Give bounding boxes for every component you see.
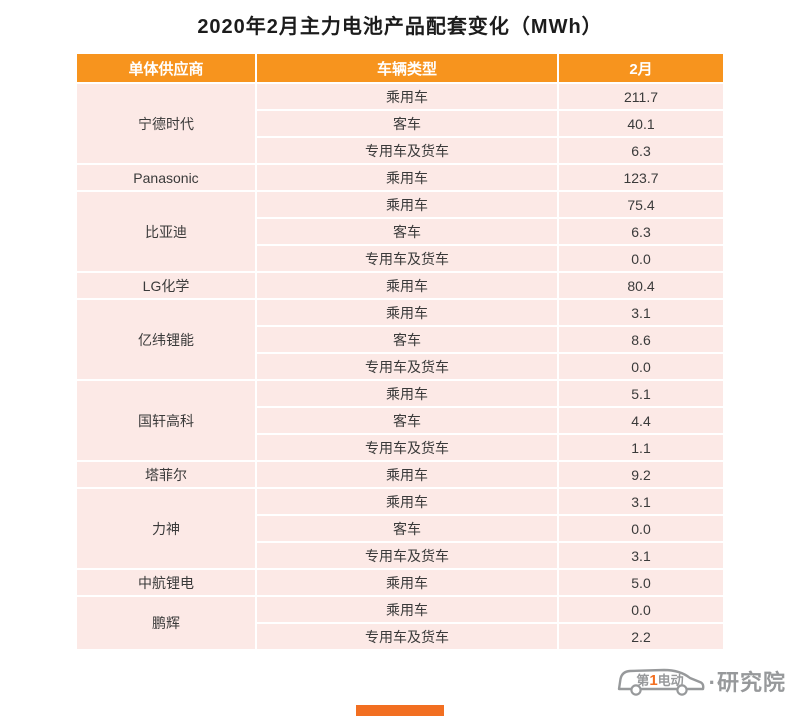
- vehicle-type: 乘用车: [255, 82, 559, 111]
- table-row: 客车 4.4: [76, 406, 725, 435]
- logo-text: 第1电动: [636, 672, 683, 689]
- page-indicator-bar: [356, 705, 444, 716]
- feb-value: 6.3: [557, 217, 725, 246]
- feb-value: 3.1: [557, 487, 725, 516]
- column-header-february: 2月: [557, 52, 725, 84]
- feb-value: 5.0: [557, 568, 725, 597]
- table-row: 专用车及货车 6.3: [76, 136, 725, 165]
- vehicle-type: 乘用车: [255, 379, 559, 408]
- table-row: 专用车及货车 0.0: [76, 244, 725, 273]
- supplier-name: 中航锂电: [75, 568, 257, 597]
- table-row: 亿纬锂能 乘用车 3.1: [75, 298, 725, 381]
- table-row: 专用车及货车 1.1: [76, 433, 725, 462]
- vehicle-type: 乘用车: [255, 487, 559, 516]
- feb-value: 5.1: [557, 379, 725, 408]
- table-row: 客车 40.1: [76, 109, 725, 138]
- feb-value: 6.3: [557, 136, 725, 165]
- watermark: 第1电动 ·研究院: [613, 660, 786, 698]
- table-row: 客车 6.3: [76, 217, 725, 246]
- battery-table: 单体供应商 车辆类型 2月 宁德时代 乘用车 211.7 客车 40.1 专用车及货车 6.…: [75, 52, 725, 651]
- table-row: 客车 8.6: [76, 325, 725, 354]
- feb-value: 0.0: [557, 244, 725, 273]
- table-header: 单体供应商 车辆类型 2月: [75, 52, 725, 84]
- feb-value: 211.7: [557, 82, 725, 111]
- vehicle-type: 专用车及货车: [255, 136, 559, 165]
- table-row: 客车 0.0: [76, 514, 725, 543]
- vehicle-type: 客车: [255, 514, 559, 543]
- supplier-name: 鹏辉: [75, 595, 257, 651]
- feb-value: 0.0: [557, 595, 725, 624]
- vehicle-type: 乘用车: [255, 568, 559, 597]
- supplier-name: 宁德时代: [75, 82, 257, 165]
- feb-value: 123.7: [557, 163, 725, 192]
- vehicle-type: 乘用车: [255, 271, 559, 300]
- feb-value: 3.1: [557, 541, 725, 570]
- supplier-name: LG化学: [75, 271, 257, 300]
- column-header-vehicle-type: 车辆类型: [255, 52, 559, 84]
- feb-value: 80.4: [557, 271, 725, 300]
- vehicle-type: 专用车及货车: [255, 433, 559, 462]
- feb-value: 40.1: [557, 109, 725, 138]
- vehicle-type: 专用车及货车: [255, 622, 559, 651]
- header-row: 单体供应商 车辆类型 2月: [75, 52, 725, 84]
- supplier-name: 亿纬锂能: [75, 298, 257, 381]
- table-body: 宁德时代 乘用车 211.7 客车 40.1 专用车及货车 6.3 Panasonic 乘用车 1…: [75, 82, 725, 651]
- table-row: 宁德时代 乘用车 211.7: [75, 82, 725, 165]
- feb-value: 4.4: [557, 406, 725, 435]
- page-title: 2020年2月主力电池产品配套变化（MWh）: [197, 16, 603, 38]
- vehicle-type: 客车: [255, 109, 559, 138]
- vehicle-type: 客车: [255, 325, 559, 354]
- table-row: LG化学 乘用车 80.4: [75, 271, 725, 300]
- feb-value: 0.0: [557, 514, 725, 543]
- vehicle-type: 乘用车: [255, 163, 559, 192]
- vehicle-type: 专用车及货车: [255, 244, 559, 273]
- supplier-name: 比亚迪: [75, 190, 257, 273]
- supplier-name: 力神: [75, 487, 257, 570]
- table-row: 专用车及货车 0.0: [76, 352, 725, 381]
- table-row: 鹏辉 乘用车 0.0: [75, 595, 725, 651]
- vehicle-type: 专用车及货车: [255, 541, 559, 570]
- watermark-suffix: ·研究院: [708, 670, 786, 695]
- supplier-name: Panasonic: [75, 163, 257, 192]
- table-row: 力神 乘用车 3.1: [75, 487, 725, 570]
- vehicle-type: 客车: [255, 406, 559, 435]
- feb-value: 3.1: [557, 298, 725, 327]
- table-row: 国轩高科 乘用车 5.1: [75, 379, 725, 462]
- feb-value: 1.1: [557, 433, 725, 462]
- feb-value: 0.0: [557, 352, 725, 381]
- column-header-supplier: 单体供应商: [75, 52, 257, 84]
- table-row: 专用车及货车 2.2: [76, 622, 725, 651]
- feb-value: 8.6: [557, 325, 725, 354]
- table-row: 专用车及货车 3.1: [76, 541, 725, 570]
- table-row: 中航锂电 乘用车 5.0: [75, 568, 725, 597]
- vehicle-type: 客车: [255, 217, 559, 246]
- feb-value: 9.2: [557, 460, 725, 489]
- vehicle-type: 乘用车: [255, 460, 559, 489]
- supplier-name: 国轩高科: [75, 379, 257, 462]
- car-logo-icon: 第1电动: [617, 668, 705, 696]
- table-row: 比亚迪 乘用车 75.4: [75, 190, 725, 273]
- supplier-name: 塔菲尔: [75, 460, 257, 489]
- vehicle-type: 专用车及货车: [255, 352, 559, 381]
- feb-value: 75.4: [557, 190, 725, 219]
- vehicle-type: 乘用车: [255, 595, 559, 624]
- vehicle-type: 乘用车: [255, 298, 559, 327]
- feb-value: 2.2: [557, 622, 725, 651]
- table-row: Panasonic 乘用车 123.7: [75, 163, 725, 192]
- vehicle-type: 乘用车: [255, 190, 559, 219]
- table-row: 塔菲尔 乘用车 9.2: [75, 460, 725, 489]
